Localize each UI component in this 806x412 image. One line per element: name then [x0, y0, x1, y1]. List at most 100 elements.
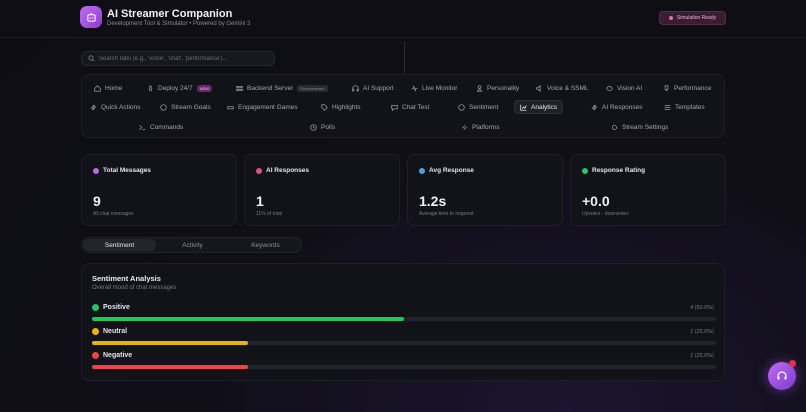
tab-navigation: Home Deploy 24/7 NEW Backend Server Disconne… [81, 74, 725, 138]
tab-chat-test[interactable]: Chat Test [386, 100, 434, 114]
sentiment-bar-fill-neutral [92, 341, 248, 345]
notification-badge [789, 360, 796, 367]
tab-label: Quick Actions [101, 103, 141, 111]
sentiment-bar-track-positive [92, 317, 716, 321]
tab-engagement-games[interactable]: Engagement Games [222, 100, 303, 114]
tab-backend-server[interactable]: Backend Server Disconnected [231, 81, 333, 95]
tab-home[interactable]: Home [89, 81, 127, 95]
stat-card-header: AI Responses [256, 167, 309, 174]
tab-polls[interactable]: Polls [305, 120, 340, 134]
chart-icon [520, 104, 527, 111]
tab-ai-support[interactable]: AI Support [347, 81, 399, 95]
headset-icon [777, 371, 787, 380]
stat-card-ai-responses: AI Responses 1 11% of total [244, 154, 400, 226]
tab-voice-ssml[interactable]: Voice & SSML [531, 81, 594, 95]
stat-title: Avg Response [429, 167, 474, 174]
search-input[interactable] [99, 55, 269, 62]
tab-commands[interactable]: Commands [134, 120, 188, 134]
tab-label: Commands [150, 123, 184, 131]
list-icon [664, 104, 671, 110]
tab-label: Vision AI [617, 84, 643, 92]
tab-label: Templates [675, 103, 705, 111]
stat-value: 1.2s [419, 193, 447, 209]
search-icon [88, 55, 95, 62]
poll-icon [310, 123, 317, 131]
tab-performance[interactable]: Performance [658, 81, 716, 95]
sentiment-row-positive: Positive [92, 304, 130, 311]
eye-icon [606, 85, 613, 91]
server-icon [236, 85, 243, 91]
trophy-icon [664, 84, 669, 91]
rocket-icon [148, 84, 153, 91]
tab-templates[interactable]: Templates [659, 100, 710, 114]
stat-value: 1 [256, 193, 264, 209]
stat-card-header: Total Messages [93, 167, 151, 174]
tab-label: AI Responses [602, 103, 643, 111]
gear-icon [612, 124, 617, 130]
terminal-icon [139, 124, 146, 130]
tab-label: Platforms [472, 123, 500, 131]
message-icon [93, 167, 99, 174]
segment-sentiment[interactable]: Sentiment [83, 239, 156, 251]
sentiment-label: Positive [103, 304, 130, 311]
tab-vision-ai[interactable]: Vision AI [601, 81, 647, 95]
home-icon [94, 84, 101, 92]
sentiment-row-neutral: Neutral [92, 328, 127, 335]
analytics-view-switcher: Sentiment Activity Keywords [81, 237, 302, 253]
tab-quick-actions[interactable]: Quick Actions [85, 100, 145, 114]
search-bar[interactable] [81, 51, 275, 66]
tab-live-monitor[interactable]: Live Monitor [406, 81, 462, 95]
tab-label: Voice & SSML [547, 84, 589, 92]
tab-sentiment[interactable]: Sentiment [453, 100, 503, 114]
tab-label: Backend Server [247, 84, 294, 92]
tab-highlights[interactable]: Highlights [316, 100, 366, 114]
tab-label: Sentiment [469, 103, 499, 111]
tab-analytics[interactable]: Analytics [514, 100, 564, 114]
connection-status-badge: Disconnected [297, 84, 328, 92]
tab-label: Stream Goals [171, 103, 211, 111]
sentiment-count-positive: 4 (50.0%) [690, 305, 714, 311]
tab-label: Stream Settings [622, 123, 669, 131]
tab-personality[interactable]: Personality [471, 81, 524, 95]
robot-icon [86, 12, 96, 22]
stat-value: 9 [93, 193, 101, 209]
rating-icon [582, 167, 588, 174]
tab-label: Performance [674, 84, 712, 92]
tab-label: Home [105, 84, 123, 92]
sentiment-bar-fill-negative [92, 365, 248, 369]
tab-stream-goals[interactable]: Stream Goals [155, 100, 216, 114]
speaker-icon [536, 84, 541, 92]
segment-activity[interactable]: Activity [182, 241, 203, 249]
tab-stream-settings[interactable]: Stream Settings [606, 120, 673, 134]
negative-face-icon [92, 352, 99, 359]
signal-icon [411, 84, 418, 92]
positive-face-icon [92, 304, 99, 311]
sentiment-row-negative: Negative [92, 352, 132, 359]
tab-label: Personality [487, 84, 520, 92]
stat-card-total-messages: Total Messages 9 All chat messages [81, 154, 237, 226]
sentiment-bar-fill-positive [92, 317, 404, 321]
status-dot-icon [668, 16, 673, 20]
stat-card-response-rating: Response Rating +0.0 Upvotes - downvotes [570, 154, 726, 226]
stat-card-header: Avg Response [419, 167, 474, 174]
stat-card-avg-response: Avg Response 1.2s Average time to respon… [407, 154, 563, 226]
top-bar: AI Streamer Companion Development Tool &… [0, 0, 806, 38]
tab-deploy-24-7[interactable]: Deploy 24/7 NEW [142, 81, 217, 95]
bolt-icon [591, 103, 598, 111]
status-badge: Simulation Ready [659, 11, 726, 25]
sentiment-label: Neutral [103, 328, 128, 335]
stat-subtitle: Upvotes - downvotes [582, 211, 629, 217]
sentiment-count-negative: 2 (25.0%) [690, 353, 714, 359]
stat-subtitle: All chat messages [93, 211, 134, 217]
stat-subtitle: 11% of total [256, 211, 283, 217]
chat-icon [391, 104, 398, 111]
headset-icon [352, 84, 359, 91]
tab-ai-responses[interactable]: AI Responses [586, 100, 647, 114]
bolt-icon [90, 103, 97, 111]
app-subtitle: Development Tool & Simulator • Powered b… [107, 21, 251, 27]
tab-platforms[interactable]: Platforms [456, 120, 504, 134]
tab-label: Analytics [531, 103, 558, 111]
user-icon [477, 84, 482, 92]
target-icon [160, 103, 167, 111]
segment-keywords[interactable]: Keywords [251, 241, 280, 249]
